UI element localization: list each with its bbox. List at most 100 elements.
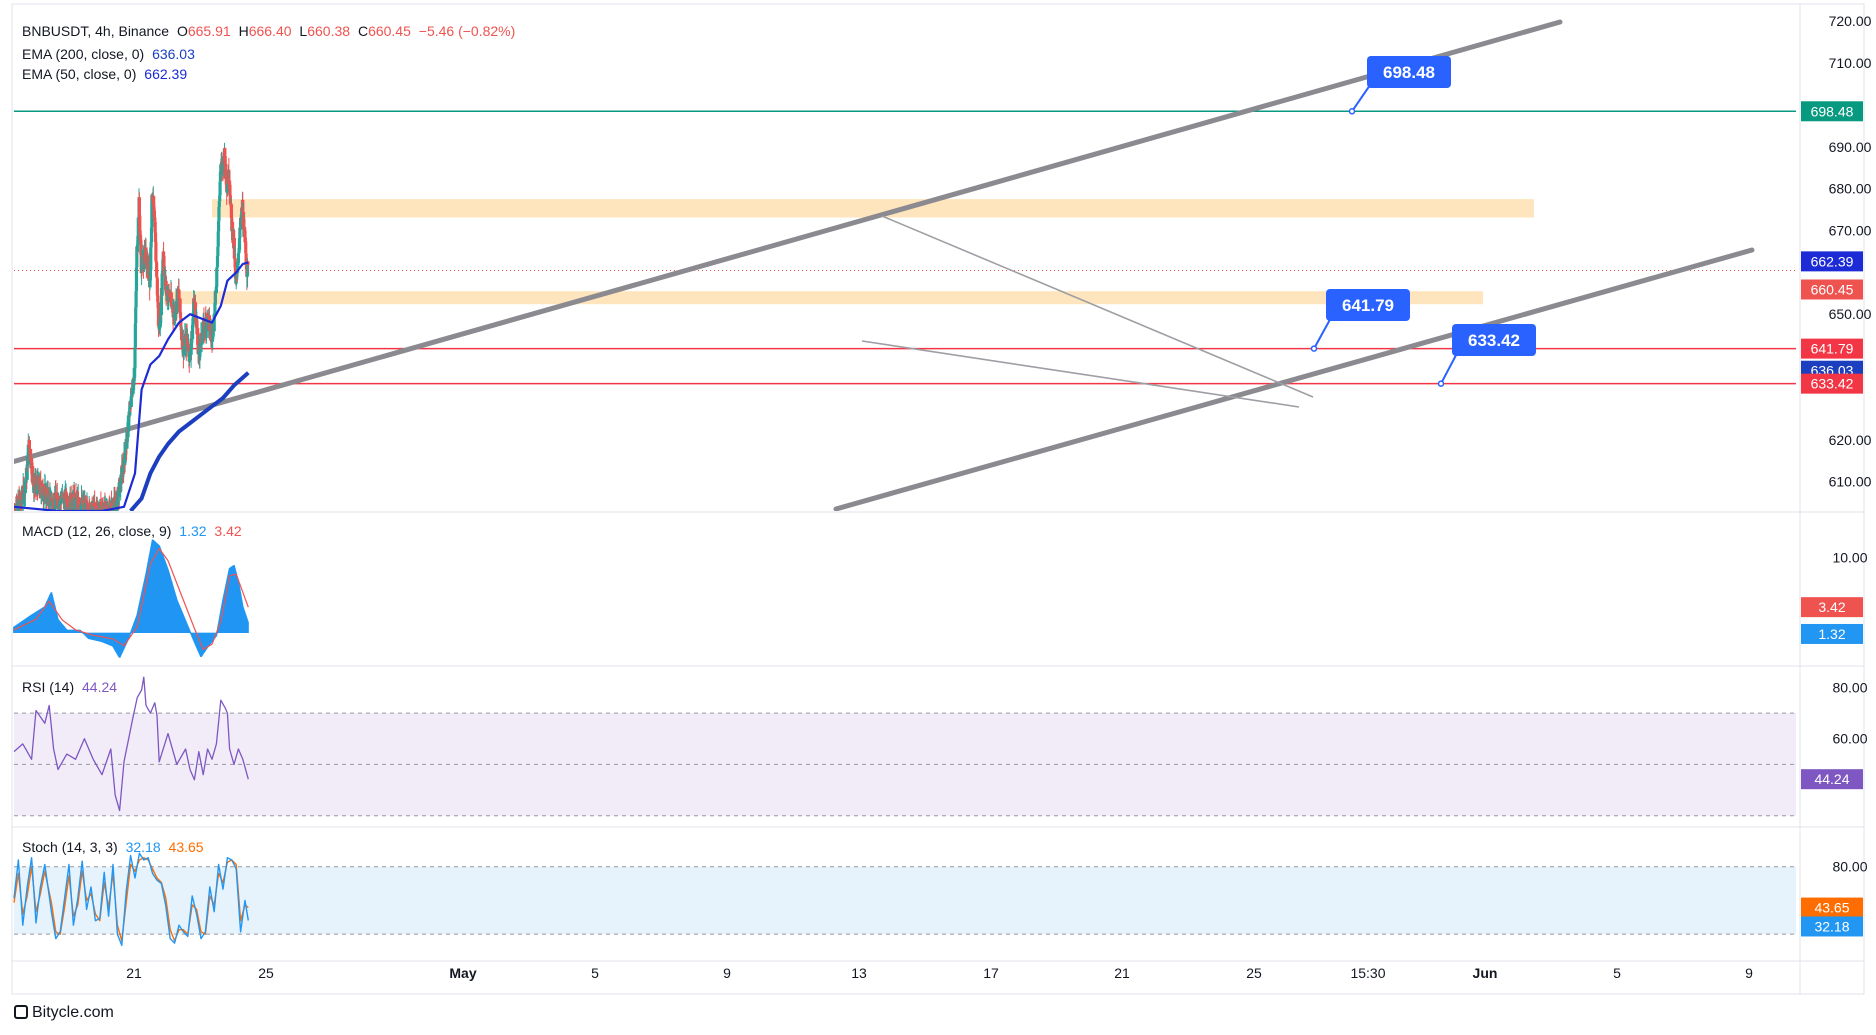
axis-badge-resistance-label: 698.48 — [1811, 103, 1854, 119]
axis-badge-support-2-label: 633.42 — [1811, 376, 1854, 392]
candle-up — [236, 261, 240, 266]
candle-up — [106, 514, 109, 519]
ohlc-low: L660.38 — [299, 23, 351, 39]
candle-down — [138, 215, 142, 231]
ohlc-close: C660.45 — [357, 23, 411, 39]
candle-down — [229, 204, 234, 219]
symbol-legend: BNBUSDT, 4h, Binance O665.91 H666.40 L66… — [22, 23, 519, 40]
ema200-line — [129, 371, 250, 511]
candle-down — [97, 515, 100, 519]
candle-up — [127, 417, 131, 422]
axis-badge-macd — [1801, 623, 1863, 644]
time-axis-tick: 25 — [1246, 965, 1262, 981]
time-axis-tick: 5 — [1613, 965, 1621, 981]
candle-down — [196, 327, 200, 345]
ohlc-open: O665.91 — [176, 23, 231, 39]
candle-up — [89, 513, 92, 518]
price-axis-tick: 720.00 — [1829, 13, 1872, 29]
callout-anchor — [1310, 345, 1318, 352]
candle-down — [167, 290, 171, 294]
axis-badge-rsi — [1801, 769, 1863, 790]
callout-box — [1367, 56, 1451, 88]
axis-badge-support-2 — [1801, 373, 1863, 394]
time-axis-tick: 13 — [851, 965, 867, 981]
candle-down — [228, 184, 232, 196]
candle-down — [89, 513, 92, 520]
stoch-axis-tick: 80.00 — [1832, 859, 1867, 875]
candle-up — [212, 314, 216, 332]
candle-down — [103, 516, 106, 520]
axis-badge-last-price-label: 660.45 — [1811, 281, 1854, 297]
candle-up — [217, 220, 221, 232]
candle-up — [135, 246, 139, 268]
axis-badge-macd-signal-label: 3.42 — [1818, 599, 1845, 615]
stoch-k-value: 32.18 — [125, 839, 161, 855]
candle-down — [55, 492, 59, 498]
ema200-label: EMA (200, close, 0) — [22, 46, 145, 62]
candle-up — [109, 516, 112, 520]
rsi-axis-tick: 60.00 — [1832, 731, 1867, 747]
price-axis-tick: 710.00 — [1829, 55, 1872, 71]
candle-up — [117, 491, 121, 497]
candle-up — [213, 291, 217, 303]
price-axis-tick: 690.00 — [1829, 139, 1872, 155]
candle-up — [133, 347, 137, 369]
candle-down — [154, 241, 158, 261]
price-axis-tick: 670.00 — [1829, 223, 1872, 239]
axis-badge-rsi-label: 44.24 — [1814, 771, 1849, 787]
rsi-axis-tick: 80.00 — [1832, 679, 1867, 695]
candle-down — [244, 241, 248, 254]
candle-up — [86, 518, 89, 519]
candle-down — [14, 510, 16, 511]
candle-up — [158, 323, 162, 326]
rsi-label: RSI (14) — [22, 679, 75, 695]
axis-badge-stoch-k-label: 32.18 — [1814, 918, 1849, 934]
macd-signal-line — [13, 547, 249, 651]
candle-down — [13, 515, 16, 518]
axis-badge-stoch-k — [1801, 916, 1863, 937]
candle-down — [180, 329, 184, 348]
candle-down — [153, 221, 157, 233]
macd-axis-tick: 10.00 — [1832, 550, 1867, 566]
price-axis-tick: 680.00 — [1829, 181, 1872, 197]
candle-up — [159, 288, 163, 315]
candle-down — [112, 515, 115, 517]
stoch-band — [14, 866, 1796, 935]
candle-up — [89, 514, 92, 521]
candle-down — [155, 262, 159, 277]
candle-down — [93, 502, 97, 508]
candle-down — [178, 298, 182, 313]
price-pane — [13, 19, 1796, 521]
callout-label: 698.48 — [1383, 63, 1435, 82]
ema50-label: EMA (50, close, 0) — [22, 66, 137, 82]
candle-down — [87, 518, 90, 521]
brand-footer[interactable]: Bitycle.com — [14, 1004, 114, 1022]
channel-lower-line — [833, 247, 1755, 511]
ema200-legend: EMA (200, close, 0) 636.03 — [22, 46, 199, 63]
macd-label: MACD (12, 26, close, 9) — [22, 523, 172, 539]
candle-up — [190, 324, 195, 339]
stoch-label: Stoch (14, 3, 3) — [22, 839, 118, 855]
channel-upper-line — [14, 19, 1563, 465]
candle-up — [217, 206, 221, 221]
candle-up — [25, 464, 29, 480]
axis-badge-resistance — [1801, 101, 1863, 122]
macd-histogram-bar — [129, 632, 132, 634]
axis-badge-support-1 — [1801, 338, 1863, 359]
stoch-k-line — [13, 852, 249, 947]
axis-badge-ema50-label: 662.39 — [1811, 253, 1854, 269]
callout-label: 641.79 — [1342, 296, 1394, 315]
axis-badge-ema50 — [1801, 251, 1863, 272]
axis-badge-macd-label: 1.32 — [1818, 626, 1845, 642]
axis-badge-stoch-d — [1801, 897, 1863, 918]
macd-signal-value: 3.42 — [214, 523, 242, 539]
macd-value: 1.32 — [179, 523, 207, 539]
candle-down — [233, 258, 237, 268]
time-axis-tick: 25 — [258, 965, 274, 981]
candle-up — [107, 516, 110, 521]
candle-up — [216, 246, 220, 257]
candle-down — [156, 308, 161, 326]
candle-down — [30, 462, 34, 474]
candle-up — [149, 247, 153, 271]
